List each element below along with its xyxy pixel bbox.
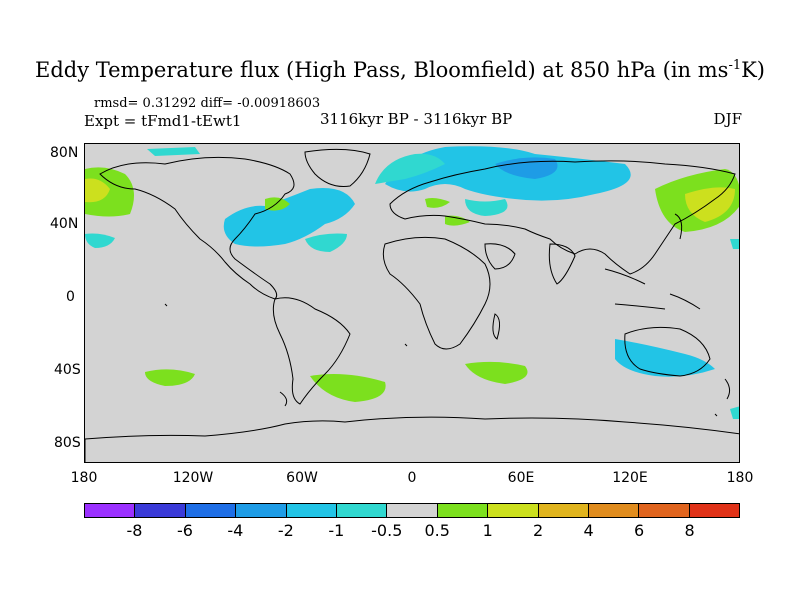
- colorbar-swatch: [336, 504, 388, 517]
- colorbar-swatch: [286, 504, 337, 517]
- lon-label-180w: 180: [70, 470, 98, 486]
- colorbar-tick-label: 6: [633, 521, 645, 540]
- colorbar-swatch: [387, 504, 438, 517]
- colorbar-tick-label: -1: [328, 521, 345, 540]
- coastlines: [85, 148, 739, 462]
- season-label: DJF: [713, 110, 742, 128]
- colorbar-swatch: [185, 504, 237, 517]
- lon-label-60w: 60W: [286, 470, 318, 486]
- lon-label-180e: 180: [726, 470, 754, 486]
- colorbar-tick-label: -0.5: [371, 521, 403, 540]
- colorbar-swatch: [85, 504, 136, 517]
- colorbar-swatch: [437, 504, 489, 517]
- colorbar-tick-label: 4: [583, 521, 594, 540]
- colorbar-tick-label: -8: [126, 521, 143, 540]
- map-title: Eddy Temperature flux (High Pass, Bloomf…: [34, 58, 765, 82]
- lat-label-40n: 40N: [50, 216, 79, 232]
- colorbar-tick-label: 0.5: [424, 521, 450, 540]
- colorbar-tick-label: -6: [176, 521, 193, 540]
- stats-label: rmsd= 0.31292 diff= -0.00918603: [94, 96, 321, 111]
- period-label: 3116kyr BP - 3116kyr BP: [320, 110, 513, 128]
- colorbar-swatch: [488, 504, 539, 517]
- colorbar-swatch: [689, 504, 740, 517]
- colorbar: [84, 503, 740, 518]
- lat-label-0: 0: [66, 289, 75, 305]
- colorbar-tick-label: -4: [227, 521, 244, 540]
- lat-label-80s: 80S: [54, 435, 81, 451]
- lon-label-120e: 120E: [612, 470, 648, 486]
- flux-contours: [85, 146, 739, 419]
- map-canvas: [85, 146, 739, 462]
- colorbar-swatch: [639, 504, 690, 517]
- colorbar-tick-label: -2: [277, 521, 294, 540]
- lat-label-40s: 40S: [54, 362, 81, 378]
- colorbar-tick-label: 8: [684, 521, 695, 540]
- world-map-panel: [84, 143, 740, 463]
- colorbar-tick-label: 1: [482, 521, 493, 540]
- lon-label-0: 0: [407, 470, 417, 486]
- colorbar-swatch: [538, 504, 589, 517]
- lon-label-120w: 120W: [172, 470, 214, 486]
- colorbar-swatch: [135, 504, 186, 517]
- experiment-label: Expt = tFmd1-tEwt1: [84, 112, 242, 130]
- colorbar-swatch: [588, 504, 640, 517]
- lat-label-80n: 80N: [50, 145, 79, 161]
- colorbar-tick-label: 2: [533, 521, 544, 540]
- lon-label-60e: 60E: [507, 470, 535, 486]
- colorbar-swatch: [236, 504, 287, 517]
